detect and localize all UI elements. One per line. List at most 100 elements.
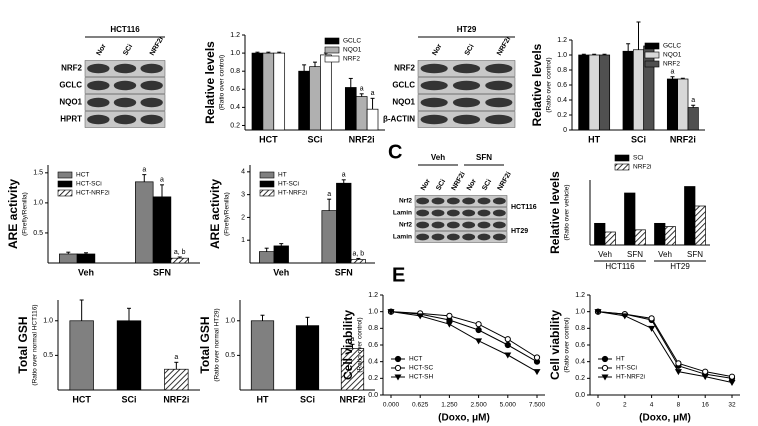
y-tick-label: 0.0 xyxy=(368,392,378,399)
x-tick-label: SCi xyxy=(121,394,136,404)
legend-swatch xyxy=(259,189,275,197)
blot-band xyxy=(140,80,163,91)
point xyxy=(533,354,541,361)
y-tick-label: 2 xyxy=(241,214,245,221)
y-tick-label: 1.0 xyxy=(575,309,585,316)
bar xyxy=(694,205,706,246)
group-label: HCT116 xyxy=(605,262,635,271)
bar xyxy=(164,368,189,391)
x-tick-label: Veh xyxy=(658,250,672,259)
x-tick-label: 16 xyxy=(702,402,710,409)
point xyxy=(648,325,656,332)
blot-band xyxy=(420,114,448,125)
x-axis-title: (Doxo, μM) xyxy=(438,413,490,424)
x-tick-label: HT xyxy=(257,394,269,404)
point xyxy=(601,364,609,372)
blot-band xyxy=(485,97,513,108)
bar xyxy=(664,226,676,246)
annotation: a xyxy=(371,90,375,97)
x-tick-label: 0.000 xyxy=(383,402,400,409)
row-label: NQO1 xyxy=(392,98,415,107)
legend-label: HT xyxy=(616,356,625,363)
annotation: a, b xyxy=(174,249,186,256)
y-tick-label: 0.5 xyxy=(225,352,235,359)
bar xyxy=(594,222,606,246)
blot-band xyxy=(420,80,448,91)
lane-label: NRF2i xyxy=(497,171,513,192)
row-label: NRF2 xyxy=(61,64,82,73)
x-tick-label: HT xyxy=(588,134,600,144)
group-label: HT29 xyxy=(670,262,690,271)
blot-band xyxy=(113,114,137,125)
y-tick-label: 0.4 xyxy=(368,359,378,366)
blot-band xyxy=(462,221,476,229)
series-line xyxy=(390,311,538,358)
x-tick-label: Veh xyxy=(78,267,94,277)
blot-band xyxy=(485,114,513,125)
point xyxy=(387,309,395,316)
y-tick-label: 0.6 xyxy=(575,342,585,349)
annotation: a xyxy=(671,69,675,76)
bar xyxy=(350,259,366,264)
series-line xyxy=(597,311,733,378)
bar xyxy=(152,196,172,264)
blot-strip xyxy=(414,231,508,243)
lane-label: Nor xyxy=(96,43,108,57)
lane-label: Nor xyxy=(431,43,443,57)
blot-band xyxy=(462,209,476,217)
legend-label: GCLC xyxy=(663,43,681,50)
blot-band xyxy=(492,233,506,241)
bar xyxy=(273,52,286,131)
bar xyxy=(588,54,600,131)
y-tick-label: 4 xyxy=(241,169,245,176)
legend-label: HCT-NRF2i xyxy=(76,190,110,197)
blot-band xyxy=(477,197,491,205)
x-tick-label: NRF2i xyxy=(349,134,375,144)
legend-label: NQO1 xyxy=(343,47,362,54)
blot-band xyxy=(492,209,506,217)
row-label: NQO1 xyxy=(59,98,82,107)
y-tick-label: 3 xyxy=(241,191,245,198)
blot-strip xyxy=(414,207,508,219)
bar xyxy=(116,320,142,391)
point xyxy=(701,374,709,381)
y-tick-label: 0.4 xyxy=(557,97,567,104)
annotation: a xyxy=(342,172,346,179)
row-label: NRF2 xyxy=(394,64,415,73)
legend-label: HT xyxy=(278,172,287,179)
bar xyxy=(622,50,634,131)
legend-label: HCT-SH xyxy=(409,374,434,381)
y-tick-label: 1.2 xyxy=(575,292,585,299)
x-axis-title: (Doxo, μM) xyxy=(639,413,691,424)
y-axis-title: Cell viability xyxy=(341,310,355,380)
lane-label: NRF2i xyxy=(149,36,165,57)
y-axis-title: Relative levels xyxy=(548,171,562,254)
blot-band xyxy=(446,197,460,205)
point xyxy=(475,326,482,334)
series-line xyxy=(390,311,538,363)
legend-swatch xyxy=(259,180,275,188)
y-tick-label: 1.0 xyxy=(368,309,378,316)
point xyxy=(475,321,482,328)
bar xyxy=(598,54,611,131)
blot-group: Veh xyxy=(431,153,445,162)
annotation: a xyxy=(360,86,364,93)
blot-band xyxy=(87,80,110,91)
point xyxy=(446,312,453,319)
x-tick-label: NRF2i xyxy=(163,394,189,404)
annotation: a xyxy=(691,97,695,104)
point xyxy=(533,369,541,376)
annotation: a xyxy=(160,177,164,184)
blot-band xyxy=(446,221,460,229)
lane-label: SCi xyxy=(435,178,447,192)
x-tick-label: HCT xyxy=(259,134,278,144)
point xyxy=(728,373,736,380)
bar xyxy=(295,325,320,391)
blot-band xyxy=(87,63,110,74)
blot-band xyxy=(113,63,137,74)
x-tick-label: SCi xyxy=(307,134,322,144)
legend-swatch xyxy=(57,180,73,188)
x-tick-label: SCi xyxy=(631,134,646,144)
series-line xyxy=(390,311,538,373)
legend-swatch xyxy=(324,46,340,54)
